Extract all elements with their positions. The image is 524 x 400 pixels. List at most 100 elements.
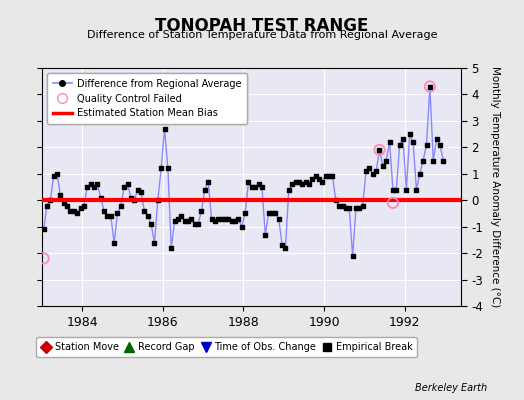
Point <box>96 194 105 201</box>
Point <box>110 239 118 246</box>
Point <box>288 181 297 188</box>
Point <box>46 197 54 204</box>
Point <box>305 181 313 188</box>
Point <box>275 216 283 222</box>
Legend: Station Move, Record Gap, Time of Obs. Change, Empirical Break: Station Move, Record Gap, Time of Obs. C… <box>36 338 417 357</box>
Point <box>191 221 199 227</box>
Point <box>231 218 239 224</box>
Point <box>311 173 320 180</box>
Point <box>285 186 293 193</box>
Point <box>180 218 189 224</box>
Point <box>425 83 434 90</box>
Point <box>49 173 58 180</box>
Point <box>214 216 223 222</box>
Point <box>432 136 441 143</box>
Point <box>318 178 326 185</box>
Point <box>83 184 92 190</box>
Point <box>157 165 166 172</box>
Point <box>328 173 336 180</box>
Point <box>271 210 280 217</box>
Point <box>429 157 438 164</box>
Point <box>224 216 233 222</box>
Point <box>436 142 444 148</box>
Point <box>39 226 48 232</box>
Point <box>56 192 64 198</box>
Point <box>425 83 434 90</box>
Point <box>412 186 421 193</box>
Point <box>375 147 384 153</box>
Point <box>43 202 51 209</box>
Point <box>221 216 229 222</box>
Point <box>66 208 74 214</box>
Point <box>100 208 108 214</box>
Point <box>339 202 347 209</box>
Point <box>402 186 411 193</box>
Point <box>345 205 354 211</box>
Point <box>154 197 162 204</box>
Point <box>372 168 380 174</box>
Point <box>137 189 145 196</box>
Point <box>301 178 310 185</box>
Point <box>409 139 417 145</box>
Point <box>134 186 142 193</box>
Point <box>123 181 132 188</box>
Point <box>177 213 185 219</box>
Point <box>332 197 340 204</box>
Point <box>322 173 330 180</box>
Point <box>217 216 226 222</box>
Point <box>291 178 300 185</box>
Point <box>422 142 431 148</box>
Point <box>352 205 360 211</box>
Point <box>187 216 195 222</box>
Y-axis label: Monthly Temperature Anomaly Difference (°C): Monthly Temperature Anomaly Difference (… <box>490 66 500 308</box>
Point <box>278 242 286 248</box>
Point <box>298 181 307 188</box>
Point <box>281 245 290 251</box>
Point <box>234 216 243 222</box>
Point <box>439 157 447 164</box>
Point <box>389 186 397 193</box>
Point <box>150 239 159 246</box>
Point <box>365 165 374 172</box>
Point <box>170 218 179 224</box>
Point <box>325 173 333 180</box>
Point <box>167 245 176 251</box>
Point <box>392 186 400 193</box>
Point <box>201 186 209 193</box>
Point <box>106 213 115 219</box>
Legend: Difference from Regional Average, Quality Control Failed, Estimated Station Mean: Difference from Regional Average, Qualit… <box>47 73 247 124</box>
Point <box>268 210 276 217</box>
Point <box>355 205 364 211</box>
Point <box>53 170 61 177</box>
Point <box>265 210 273 217</box>
Point <box>399 136 407 143</box>
Point <box>194 221 202 227</box>
Text: Difference of Station Temperature Data from Regional Average: Difference of Station Temperature Data f… <box>87 30 437 40</box>
Point <box>227 218 236 224</box>
Point <box>244 178 253 185</box>
Point <box>261 231 269 238</box>
Point <box>379 163 387 169</box>
Point <box>127 194 135 201</box>
Point <box>342 205 350 211</box>
Point <box>389 200 397 206</box>
Point <box>197 208 205 214</box>
Point <box>419 157 428 164</box>
Point <box>117 202 125 209</box>
Point <box>103 213 112 219</box>
Point <box>113 210 122 217</box>
Point <box>382 157 390 164</box>
Point <box>39 255 48 262</box>
Point <box>163 165 172 172</box>
Point <box>335 202 343 209</box>
Point <box>63 202 71 209</box>
Text: Berkeley Earth: Berkeley Earth <box>415 383 487 393</box>
Point <box>315 176 323 182</box>
Point <box>208 216 216 222</box>
Point <box>362 168 370 174</box>
Point <box>396 142 404 148</box>
Point <box>184 218 192 224</box>
Point <box>358 202 367 209</box>
Point <box>144 213 152 219</box>
Point <box>237 224 246 230</box>
